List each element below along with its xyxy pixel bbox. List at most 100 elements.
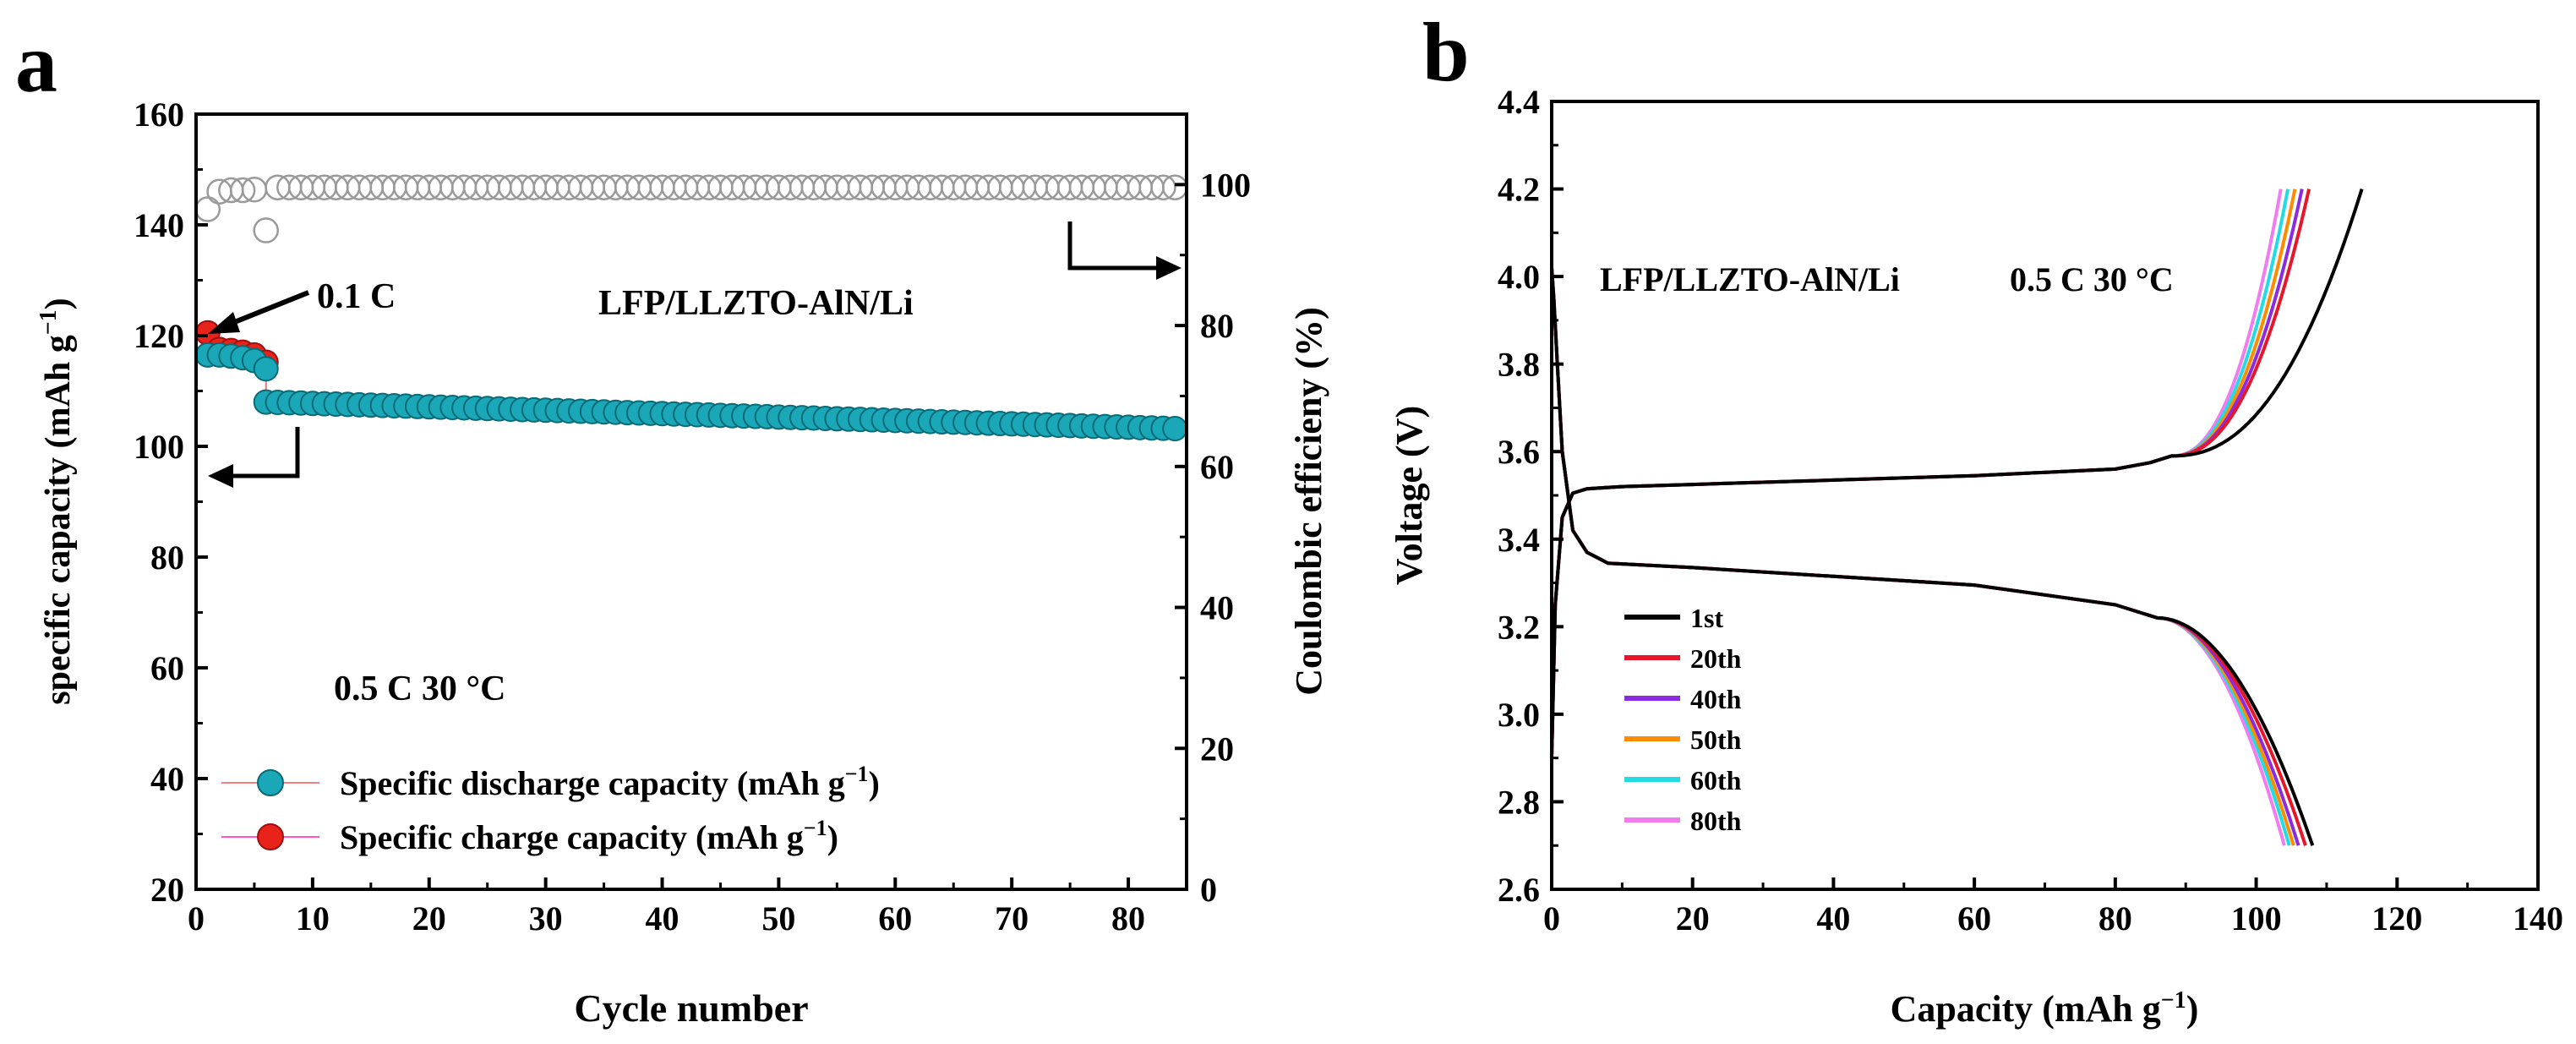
a-ytick-label: 120 [134,317,184,355]
legend-discharge: Specific discharge capacity (mAh g−1) [221,762,880,802]
discharge-curve-40th [1550,267,2300,846]
arrow-to-left-axis [208,427,300,488]
legend-charge-end: ) [827,818,838,856]
b-xtick-label: 100 [2231,899,2282,937]
b-ytick-label: 3.2 [1498,608,1540,646]
ce-point [194,196,221,222]
discharge-curve-60th [1550,267,2291,846]
discharge-curve-20th [1550,267,2307,846]
discharge-point [1162,416,1188,442]
panel-a-legend: Specific discharge capacity (mAh g−1) Sp… [221,762,880,856]
legend-charge: Specific charge capacity (mAh g−1) [221,816,838,856]
discharge-curve-50th [1550,267,2295,846]
legend-discharge-text: Specific discharge capacity (mAh g [340,764,845,802]
legend-discharge-marker [257,769,284,796]
b-ytick-label: 4.4 [1498,83,1540,121]
panel-label-a: a [15,16,57,110]
a-xtick-label: 70 [995,899,1029,937]
a-xtick-label: 40 [646,899,679,937]
legend-label-80th: 80th [1690,806,1742,836]
a-ytick-label: 60 [150,649,184,687]
a-ytick-label: 80 [150,538,184,577]
panel-label-b: b [1422,5,1470,99]
legend-label-40th: 40th [1690,684,1742,714]
a-xtick-label: 30 [529,899,563,937]
a-ytick-label: 140 [134,206,184,244]
annotation-cell-a: LFP/LLZTO-AlN/Li [598,284,914,323]
legend-discharge-end: ) [869,764,880,802]
a-y2tick-label: 0 [1200,871,1217,909]
legend-label-1st: 1st [1690,603,1723,633]
discharge-curve-80th [1550,267,2286,846]
a-ytick-label: 100 [134,428,184,466]
b-ytick-label: 2.6 [1498,871,1540,909]
a-y2tick-label: 20 [1200,730,1234,768]
legend-discharge-label: Specific discharge capacity (mAh g−1) [340,762,880,802]
discharge-curve-1st [1550,267,2315,846]
b-ytick-label: 3.0 [1498,696,1540,734]
panel-a-series [194,174,1188,442]
panel-b-xlabel-sup: −1 [2161,987,2186,1014]
annotation-cell-b: LFP/LLZTO-AlN/Li [1600,260,1900,298]
b-xtick-label: 40 [1816,899,1850,937]
panel-b-xlabel-main: Capacity (mAh g [1891,988,2161,1030]
panel-a-ylabel-end: ) [39,298,78,309]
panel-b-frame [1550,100,2540,891]
ce-point [229,177,256,204]
a-y2tick-label: 80 [1200,307,1234,345]
panel-b-xlabel-end: ) [2186,988,2199,1030]
discharge-point [253,356,279,382]
panel-b-legend: 1st 20th 40th 50th 60th 80th [1624,603,1742,836]
legend-charge-text: Specific charge capacity (mAh g [340,818,804,856]
annotation-conditions-a: 0.5 C 30 °C [334,670,505,708]
arrow-rate-low [208,290,310,334]
b-xtick-label: 60 [1957,899,1991,937]
b-ytick-label: 2.8 [1498,783,1540,821]
panel-a-ylabel-main: specific capacity (mAh g [39,335,78,704]
a-xtick-label: 10 [296,899,330,937]
a-xtick-label: 50 [761,899,795,937]
panel-a-y2label: Coulombic efficieny (%) [1288,307,1329,695]
a-y2tick-label: 60 [1200,448,1234,486]
ce-point [253,217,279,243]
annotation-conditions-b: 0.5 C 30 °C [2010,260,2174,298]
panel-b: b 0 20 40 60 80 100 120 140 2.6 2.8 3.0 3.2 3.4 3.6 3.… [1389,5,2563,1030]
legend-label-60th: 60th [1690,765,1742,795]
a-xtick-label: 80 [1111,899,1145,937]
panel-b-axes: 0 20 40 60 80 100 120 140 2.6 2.8 3.0 3.2 3.4 3.6 3.8 4… [1498,83,2563,937]
legend-label-20th: 20th [1690,643,1742,674]
a-ytick-label: 20 [150,871,184,909]
legend-discharge-sup: −1 [845,762,869,786]
a-y2tick-label: 100 [1200,166,1251,204]
panel-b-ylabel: Voltage (V) [1389,406,1430,585]
arrow-to-right-axis [1067,221,1182,280]
b-xtick-label: 140 [2513,899,2563,937]
panel-a-ylabel-sup: −1 [35,309,62,335]
b-xtick-label: 0 [1543,899,1560,937]
annotation-rate-low: 0.1 C [317,277,396,316]
panel-a: a 0 10 20 30 40 50 60 70 80 20 40 60 80 100 120 140 160 0… [15,16,1329,1030]
a-xtick-label: 60 [878,899,912,937]
b-ytick-label: 4.2 [1498,171,1540,209]
panel-a-xlabel: Cycle number [574,987,808,1030]
b-ytick-label: 3.4 [1498,521,1540,559]
b-ytick-label: 4.0 [1498,258,1540,296]
a-ytick-label: 160 [134,96,184,134]
panel-a-axes: 0 10 20 30 40 50 60 70 8020406080100120140160020… [134,96,1251,937]
legend-charge-sup: −1 [804,816,827,840]
legend-charge-marker [257,823,284,850]
ce-point [1150,174,1176,200]
a-xtick-label: 0 [188,899,205,937]
charge-curve-1st [1550,188,2364,758]
panel-a-frame [194,112,1188,891]
panel-b-xlabel: Capacity (mAh g−1) [1891,987,2199,1030]
b-ytick-label: 3.8 [1498,346,1540,384]
b-xtick-label: 20 [1676,899,1710,937]
legend-charge-label: Specific charge capacity (mAh g−1) [340,816,838,856]
b-xtick-label: 80 [2098,899,2132,937]
a-ytick-label: 40 [150,760,184,798]
b-xtick-label: 120 [2371,899,2422,937]
b-ytick-label: 3.6 [1498,433,1540,471]
a-y2tick-label: 40 [1200,589,1234,627]
